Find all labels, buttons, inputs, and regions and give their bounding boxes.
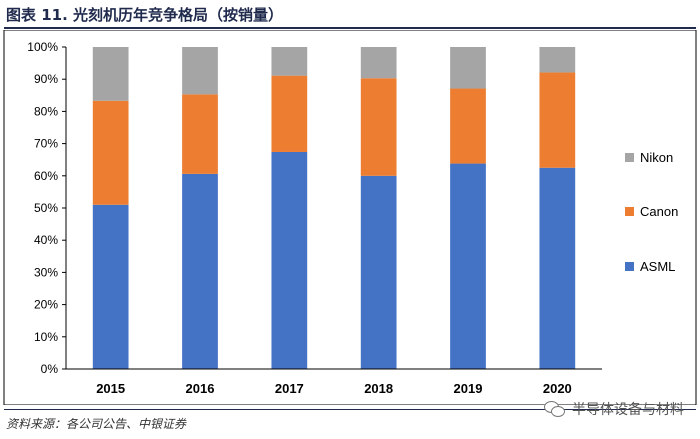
legend-label-nikon: Nikon xyxy=(640,150,673,165)
bar-asml-2019 xyxy=(450,163,486,369)
bar-asml-2017 xyxy=(271,151,308,369)
bar-canon-2015 xyxy=(92,100,129,205)
bar-canon-2016 xyxy=(182,94,218,174)
x-tick-label: 2015 xyxy=(96,381,125,396)
bar-canon-2020 xyxy=(539,72,576,168)
x-axis: 2015 2016 2017 2018 2019 2020 xyxy=(66,368,602,396)
legend-swatch-canon xyxy=(625,207,634,216)
bar-nikon-2017 xyxy=(271,47,308,76)
bar-asml-2018 xyxy=(360,175,397,369)
y-tick-label: 70% xyxy=(34,137,58,151)
watermark-text: 半导体设备与材料 xyxy=(572,402,684,418)
legend-swatch-nikon xyxy=(625,153,634,162)
bar-canon-2018 xyxy=(360,78,397,176)
y-tick-label: 30% xyxy=(34,265,58,279)
y-tick-label: 40% xyxy=(34,233,58,247)
bar-canon-2017 xyxy=(271,75,308,152)
x-tick-label: 2017 xyxy=(275,381,304,396)
x-tick-label: 2018 xyxy=(364,381,393,396)
bar-asml-2015 xyxy=(92,204,129,369)
source-note: 资料来源：各公司公告、中银证券 xyxy=(6,417,187,431)
x-tick-label: 2016 xyxy=(186,381,215,396)
bar-asml-2016 xyxy=(182,173,218,369)
y-tick-label: 80% xyxy=(34,104,58,118)
stacked-bar-chart: 0%10%20%30%40%50%60%70%80%90%100% 2015 20… xyxy=(3,30,697,405)
legend-label-asml: ASML xyxy=(640,259,675,274)
legend-swatch-asml xyxy=(625,262,634,271)
y-tick-label: 10% xyxy=(34,330,58,344)
title-rule xyxy=(4,27,696,29)
y-tick-label: 20% xyxy=(34,298,58,312)
y-tick-label: 50% xyxy=(34,201,58,215)
footer-rule xyxy=(4,409,696,410)
bar-nikon-2020 xyxy=(539,47,576,73)
bar-nikon-2016 xyxy=(182,47,218,95)
y-tick-label: 90% xyxy=(34,72,58,86)
legend-label-canon: Canon xyxy=(640,204,678,219)
bar-canon-2019 xyxy=(450,88,486,164)
bar-nikon-2018 xyxy=(360,47,397,79)
bar-nikon-2019 xyxy=(450,47,486,89)
bar-asml-2020 xyxy=(539,167,576,369)
y-tick-label: 60% xyxy=(34,169,58,183)
figure-title: 图表 11. 光刻机历年竞争格局（按销量） xyxy=(6,6,284,24)
bars xyxy=(92,47,576,369)
bar-nikon-2015 xyxy=(92,47,129,101)
y-tick-label: 0% xyxy=(41,362,59,376)
legend: Nikon Canon ASML xyxy=(625,150,678,274)
wechat-icon xyxy=(544,401,566,417)
watermark: 半导体设备与材料 xyxy=(544,399,684,419)
y-axis: 0% 10% 20% 30% 40% 50% 60% 70% 80% 90% 100% xyxy=(27,40,67,376)
y-tick-label: 100% xyxy=(27,40,58,54)
x-tick-label: 2019 xyxy=(454,381,483,396)
x-tick-label: 2020 xyxy=(543,381,572,396)
